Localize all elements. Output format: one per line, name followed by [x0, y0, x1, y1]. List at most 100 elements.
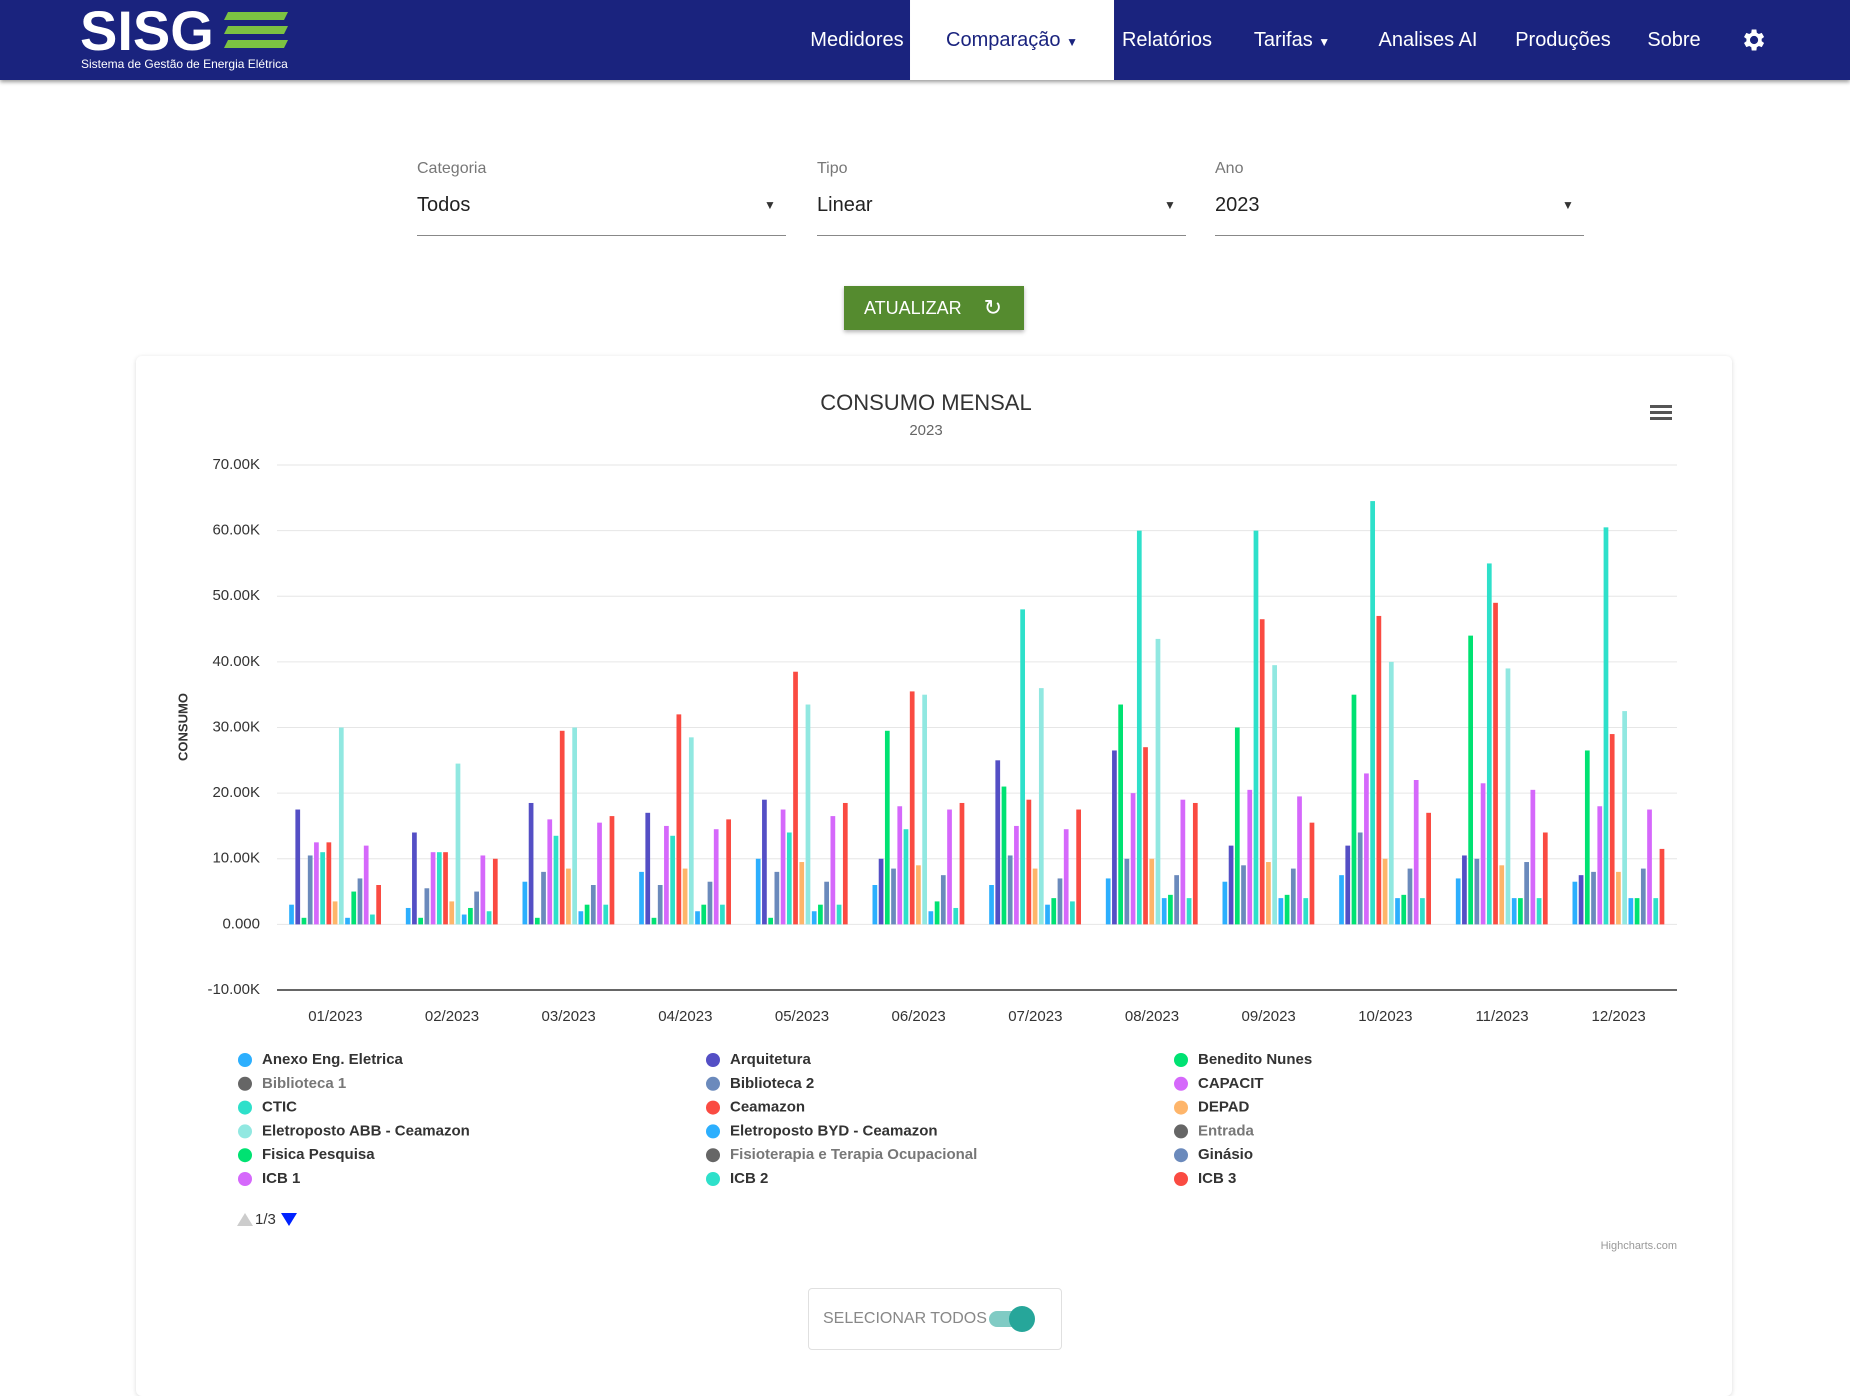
bar: [916, 865, 921, 925]
bar: [1303, 898, 1309, 925]
bar: [376, 885, 381, 925]
legend-item[interactable]: Ceamazon: [730, 1099, 805, 1116]
legend-prev[interactable]: [237, 1213, 253, 1226]
logo-mark: [224, 12, 288, 48]
bar: [345, 917, 350, 925]
nav-link[interactable]: Produções: [1515, 29, 1611, 51]
bar: [1070, 901, 1075, 925]
bar: [1455, 878, 1461, 925]
legend-item[interactable]: Biblioteca 2: [730, 1075, 814, 1092]
select-all[interactable]: SELECIONAR TODOS: [808, 1288, 1062, 1350]
bar: [1118, 704, 1123, 925]
bar: [1234, 727, 1240, 925]
x-tick-label: 08/2023: [1125, 1008, 1179, 1025]
legend-item[interactable]: Entrada: [1198, 1122, 1255, 1139]
update-button[interactable]: ATUALIZAR ↻: [844, 286, 1024, 330]
legend-symbol: [238, 1100, 252, 1115]
bar: [664, 825, 669, 925]
filter-label: Categoria: [417, 160, 487, 177]
legend-symbol: [1174, 1124, 1188, 1139]
bar: [1653, 898, 1659, 925]
legend-item[interactable]: Biblioteca 1: [262, 1075, 346, 1092]
legend-item[interactable]: ICB 2: [730, 1170, 768, 1187]
bar: [528, 802, 534, 925]
bar: [1572, 881, 1578, 925]
bar: [1186, 898, 1192, 925]
filter-label: Tipo: [817, 160, 848, 177]
bar: [891, 868, 896, 925]
legend-item[interactable]: ICB 3: [1198, 1170, 1236, 1187]
bar: [480, 855, 486, 925]
bar: [1345, 845, 1351, 925]
legend-item[interactable]: Eletroposto BYD - Ceamazon: [730, 1122, 938, 1139]
legend-item[interactable]: Benedito Nunes: [1198, 1051, 1312, 1068]
bar: [363, 845, 369, 925]
nav-link[interactable]: Relatórios: [1121, 29, 1213, 51]
bar: [449, 901, 455, 925]
bar: [872, 885, 878, 925]
nav-link[interactable]: Tarifas ▼: [1253, 29, 1331, 51]
bar: [1351, 694, 1357, 925]
bar: [1584, 750, 1590, 925]
legend-item[interactable]: Anexo Eng. Eletrica: [262, 1051, 404, 1068]
bar: [1468, 635, 1473, 925]
x-tick-label: 02/2023: [425, 1008, 479, 1025]
refresh-icon: ↻: [983, 295, 1002, 320]
bar: [320, 852, 325, 925]
bar: [1370, 501, 1375, 925]
bar: [676, 714, 682, 925]
settings-icon[interactable]: [1739, 26, 1767, 54]
legend-item[interactable]: CTIC: [262, 1099, 297, 1116]
nav-link[interactable]: Comparação ▼: [910, 0, 1114, 80]
nav-link[interactable]: Sobre: [1647, 29, 1701, 51]
legend-symbol: [1174, 1172, 1188, 1186]
nav-link[interactable]: Medidores: [810, 29, 904, 51]
bar: [1278, 898, 1284, 925]
legend-item[interactable]: CAPACIT: [1198, 1075, 1264, 1092]
toggle[interactable]: [989, 1306, 1035, 1332]
bar: [474, 891, 479, 925]
filter-value[interactable]: 2023: [1215, 194, 1260, 216]
legend-page: 1/3: [255, 1211, 276, 1228]
bar: [897, 806, 903, 925]
bar: [1026, 799, 1032, 925]
bar: [1357, 832, 1363, 925]
bar: [1647, 809, 1652, 925]
bar: [1339, 875, 1344, 925]
legend-next[interactable]: [281, 1213, 297, 1226]
y-tick-label: 50.00K: [212, 587, 260, 604]
bar: [1462, 855, 1467, 925]
bar: [301, 917, 307, 925]
bar: [1051, 898, 1057, 925]
bar: [1014, 825, 1019, 925]
legend-item[interactable]: DEPAD: [1198, 1099, 1250, 1116]
legend-item[interactable]: ICB 1: [262, 1170, 300, 1187]
y-tick-label: 0.000: [222, 915, 260, 932]
bar: [940, 875, 946, 925]
x-tick-label: 01/2023: [308, 1008, 362, 1025]
legend-symbol: [706, 1100, 720, 1115]
legend-item[interactable]: Ginásio: [1198, 1146, 1253, 1163]
bar: [307, 855, 313, 925]
legend-item[interactable]: Eletroposto ABB - Ceamazon: [262, 1122, 470, 1139]
legend-item[interactable]: Fisica Pesquisa: [262, 1146, 375, 1163]
bar: [1499, 865, 1505, 925]
legend-item[interactable]: Arquitetura: [730, 1051, 811, 1068]
bar: [1032, 868, 1038, 925]
bar: [492, 858, 498, 925]
legend-item[interactable]: Fisioterapia e Terapia Ocupacional: [730, 1146, 977, 1163]
bar: [922, 694, 927, 925]
menu-icon[interactable]: [1650, 405, 1672, 420]
logo[interactable]: SISG: [80, 0, 214, 62]
bar: [584, 904, 590, 925]
filter-value[interactable]: Linear: [817, 194, 873, 216]
filter-value[interactable]: Todos: [417, 194, 471, 216]
bar: [1505, 668, 1511, 925]
nav-link[interactable]: Analises AI: [1378, 29, 1478, 51]
bar: [424, 888, 430, 925]
bar: [1063, 829, 1069, 925]
nav-text: Comparação: [946, 29, 1061, 51]
legend-symbol: [238, 1053, 252, 1067]
bar: [1578, 875, 1584, 925]
